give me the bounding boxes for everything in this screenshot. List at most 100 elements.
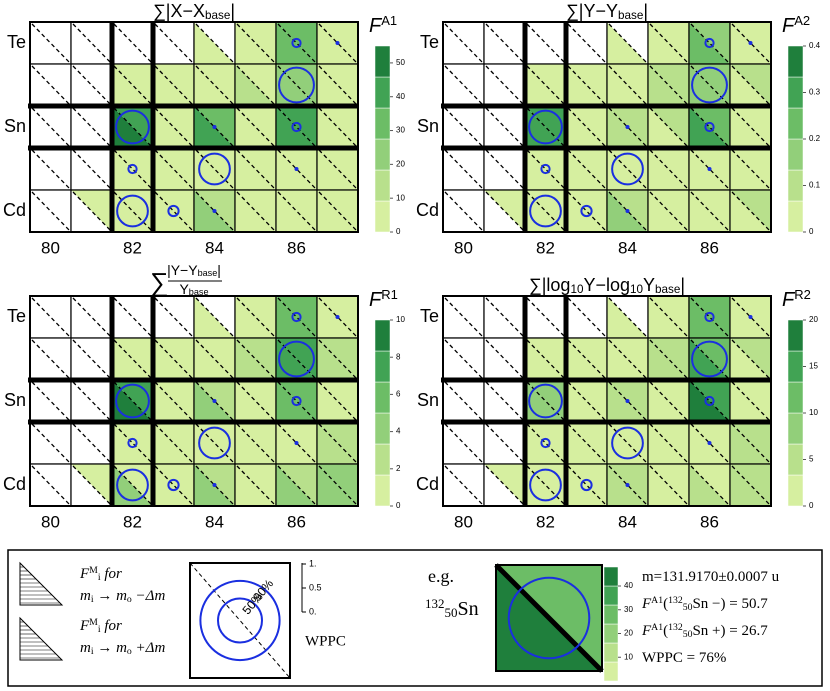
row-label: Cd bbox=[416, 200, 439, 220]
colorbar-band bbox=[374, 200, 391, 233]
cell-diagonal bbox=[72, 23, 111, 63]
cell-upper bbox=[235, 22, 276, 64]
empty-cell bbox=[443, 464, 484, 506]
wppc-circle bbox=[625, 482, 630, 488]
legend-plus-icon bbox=[19, 616, 64, 661]
cell-diagonal bbox=[195, 423, 234, 463]
empty-cell bbox=[525, 22, 566, 64]
cell-diagonal bbox=[567, 191, 606, 231]
cell-upper bbox=[689, 22, 730, 64]
colorbar-band bbox=[374, 474, 391, 507]
text-part: R1 bbox=[381, 287, 398, 302]
cell-diagonal bbox=[567, 381, 606, 421]
cell-diagonal bbox=[277, 423, 316, 463]
text-part: m=131.9170±0.0007 u bbox=[642, 569, 780, 585]
cell-upper bbox=[730, 464, 771, 506]
cell-diagonal bbox=[649, 65, 688, 105]
cell-diagonal bbox=[31, 149, 70, 189]
wppc-circle bbox=[212, 208, 217, 214]
cell-diagonal bbox=[485, 149, 524, 189]
wppc-circle bbox=[335, 40, 340, 46]
row-label: Sn bbox=[417, 116, 439, 136]
cell-diagonal bbox=[485, 465, 524, 505]
cell-diagonal bbox=[526, 381, 565, 421]
wppc-circle bbox=[116, 194, 149, 228]
wppc-circle bbox=[625, 208, 630, 214]
colorbar-tick-label: 50 bbox=[396, 58, 405, 67]
colorbar-tick-label: 2 bbox=[396, 464, 401, 473]
text-part: F bbox=[782, 15, 796, 37]
text-part: base bbox=[189, 287, 209, 297]
cell-diagonal bbox=[277, 465, 316, 505]
wppc-circle bbox=[748, 314, 753, 320]
x-tick-label: 86 bbox=[700, 238, 719, 257]
cell-upper bbox=[112, 64, 153, 106]
cell-diagonal bbox=[526, 149, 565, 189]
wppc-circle bbox=[691, 340, 728, 378]
text-part: for bbox=[101, 618, 122, 634]
cell-upper bbox=[276, 422, 317, 464]
text-part: | bbox=[217, 262, 221, 278]
cell-diagonal bbox=[113, 423, 152, 463]
cell-upper bbox=[648, 64, 689, 106]
cell-diagonal bbox=[236, 297, 275, 337]
text-part: Sn +) = bbox=[692, 623, 741, 639]
colorbar-band bbox=[374, 107, 391, 140]
cell-diagonal bbox=[72, 339, 111, 379]
text-part: o bbox=[127, 646, 132, 657]
cell-diagonal bbox=[649, 23, 688, 63]
wppc-circle bbox=[528, 383, 563, 419]
text-part: | bbox=[643, 1, 648, 21]
empty-cell bbox=[484, 148, 525, 190]
cell-upper bbox=[484, 464, 525, 506]
colorbar-tick-label: 4 bbox=[396, 427, 401, 436]
cell-diagonal bbox=[485, 339, 524, 379]
cell-diagonal bbox=[567, 149, 606, 189]
cell-diagonal bbox=[113, 65, 152, 105]
colorbar-band bbox=[374, 412, 391, 445]
colorbar-tick-label: 5 bbox=[809, 455, 814, 464]
x-tick-label: 82 bbox=[123, 512, 142, 531]
rich-text: Ybase bbox=[179, 281, 208, 297]
row-label: Sn bbox=[4, 116, 26, 136]
example-text: FA1(13250Sn −) = 50.7 bbox=[641, 595, 768, 613]
cell-diagonal bbox=[113, 191, 152, 231]
wppc-circle bbox=[294, 440, 299, 446]
rich-text: |Y−Ybase| bbox=[167, 262, 221, 278]
cell-diagonal bbox=[236, 423, 275, 463]
cell-upper bbox=[648, 422, 689, 464]
cell-diagonal bbox=[690, 465, 729, 505]
text-part: ∑|X−X bbox=[153, 1, 205, 21]
example-nuclide: 13250Sn bbox=[425, 596, 479, 620]
empty-cell bbox=[112, 296, 153, 338]
empty-cell bbox=[30, 64, 71, 106]
cell-upper bbox=[566, 338, 607, 380]
cell-upper bbox=[689, 380, 730, 422]
cell-upper bbox=[689, 422, 730, 464]
cell-diagonal bbox=[690, 297, 729, 337]
cell-diagonal bbox=[608, 65, 647, 105]
cell-diagonal bbox=[444, 107, 483, 147]
x-tick-label: 80 bbox=[41, 512, 60, 531]
cell-diagonal bbox=[195, 65, 234, 105]
cell-upper bbox=[566, 422, 607, 464]
cell-upper bbox=[112, 338, 153, 380]
cell-diagonal bbox=[649, 423, 688, 463]
wppc-circle bbox=[291, 121, 302, 133]
cell-diagonal bbox=[154, 23, 193, 63]
text-part: Y bbox=[179, 281, 189, 297]
wppc-circle bbox=[704, 395, 715, 407]
wppc-circle bbox=[115, 109, 150, 145]
text-part: ( bbox=[663, 623, 668, 639]
colorbar-tick-label: 0.2 bbox=[809, 134, 821, 143]
example-text: WPPC = 76% bbox=[642, 650, 726, 666]
cell-diagonal bbox=[567, 107, 606, 147]
x-tick-label: 84 bbox=[205, 512, 224, 531]
empty-cell bbox=[30, 338, 71, 380]
wppc-circle bbox=[212, 124, 217, 130]
cell-diagonal bbox=[567, 23, 606, 63]
text-part: F bbox=[369, 289, 383, 311]
cell-upper bbox=[689, 338, 730, 380]
text-part: base bbox=[618, 9, 643, 22]
cell-upper bbox=[648, 464, 689, 506]
